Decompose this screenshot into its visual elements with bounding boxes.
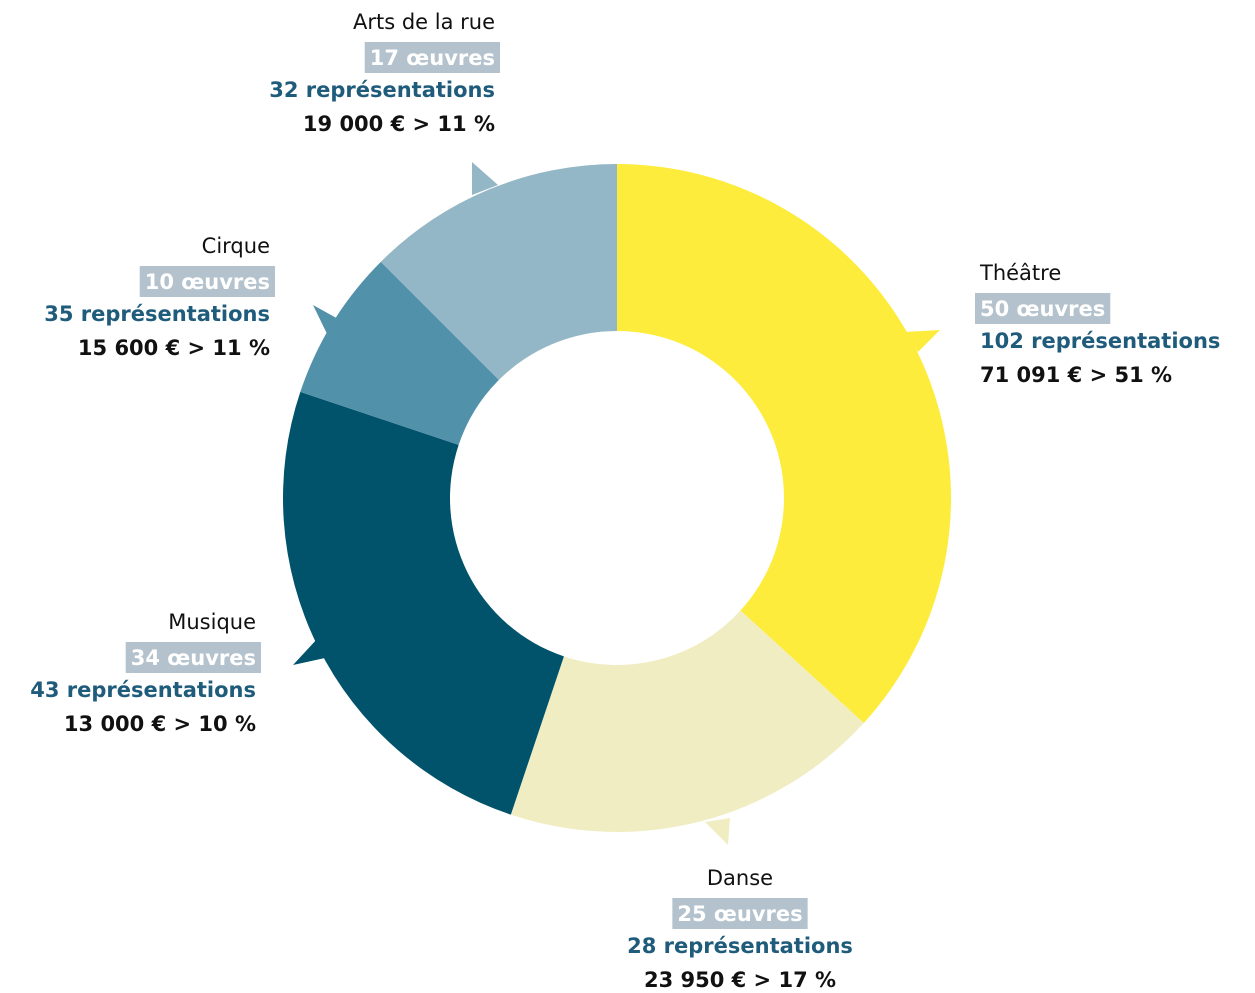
label-box xyxy=(125,642,261,673)
amount-label: 23 950 € > 17 % xyxy=(644,968,836,992)
category-label: Théâtre xyxy=(979,261,1061,285)
slice-label: Arts de la rue 17 œuvres 32 représentation… xyxy=(269,10,500,136)
value-label: 50 œuvres xyxy=(980,297,1105,321)
representations-label: 28 représentations xyxy=(627,934,853,958)
category-label: Danse xyxy=(707,866,773,890)
representations-label: 43 représentations xyxy=(30,678,256,702)
value-label: 25 œuvres xyxy=(677,902,802,926)
representations-label: 32 représentations xyxy=(269,78,495,102)
label-box xyxy=(672,898,808,929)
donut-slice xyxy=(282,391,564,815)
pointer xyxy=(472,162,498,195)
representations-label: 102 représentations xyxy=(980,329,1220,353)
label-box xyxy=(975,293,1111,324)
slice-label: Théâtre 50 œuvres 102 représentations 71 09… xyxy=(975,261,1220,387)
amount-label: 13 000 € > 10 % xyxy=(64,712,256,736)
slice-label: Danse 25 œuvres 28 représentations 23 950 €… xyxy=(627,866,853,992)
value-label: 10 œuvres xyxy=(145,270,270,294)
category-label: Cirque xyxy=(202,234,270,258)
slice-label: Cirque 10 œuvres 35 représentations 15 600 … xyxy=(44,234,275,360)
donut-slice xyxy=(380,164,617,380)
label-box xyxy=(139,266,275,297)
slice-label: Musique 34 œuvres 43 représentations 13 000… xyxy=(30,610,261,736)
amount-label: 19 000 € > 11 % xyxy=(303,112,495,136)
pointer xyxy=(905,330,940,352)
value-label: 34 œuvres xyxy=(131,646,256,670)
label-box xyxy=(364,42,500,73)
category-label: Musique xyxy=(168,610,256,634)
donut-slice xyxy=(300,261,499,445)
amount-label: 71 091 € > 51 % xyxy=(980,363,1172,387)
representations-label: 35 représentations xyxy=(44,302,270,326)
category-label: Arts de la rue xyxy=(353,10,495,34)
pointer xyxy=(705,818,730,845)
donut-slice xyxy=(617,164,952,724)
amount-label: 15 600 € > 11 % xyxy=(78,336,270,360)
donut-slice xyxy=(510,610,864,832)
value-label: 17 œuvres xyxy=(370,46,495,70)
